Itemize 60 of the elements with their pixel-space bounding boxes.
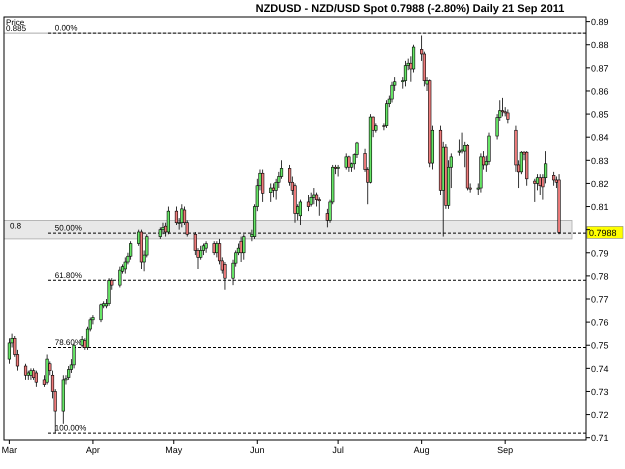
y-tick-label: 0.87 — [591, 63, 609, 74]
candlestick — [552, 171, 556, 186]
candlestick — [24, 363, 28, 380]
y-tick-label: 0.76 — [591, 318, 609, 328]
band-label: 0.8 — [10, 221, 22, 230]
annotation: 50.00% — [54, 224, 82, 233]
x-tick-label: Mar — [2, 445, 18, 455]
y-tick-label: 0.73 — [591, 386, 609, 397]
candlestick — [202, 243, 205, 256]
candlestick — [538, 174, 542, 196]
candlestick — [312, 188, 316, 205]
candlestick — [99, 303, 103, 323]
x-tick-label: Jul — [332, 445, 344, 455]
y-tick-label: 0.88 — [591, 40, 609, 50]
y-tick-label: 0.81 — [591, 202, 609, 212]
y-tick-label: 0.89 — [591, 17, 609, 28]
y-tick-label: 0.83 — [591, 156, 609, 166]
y-tick-label: 0.77 — [591, 294, 609, 304]
candlestick — [34, 370, 38, 388]
y-tick-label: 0.72 — [591, 410, 609, 420]
y-tick-label: 0.75 — [591, 340, 609, 351]
candlestick — [261, 169, 264, 202]
y-tick-label: 0.86 — [591, 86, 609, 96]
candlestick — [533, 178, 536, 202]
x-tick-label: Aug — [414, 445, 430, 455]
candlestick — [269, 183, 272, 202]
candlestick — [124, 256, 127, 274]
annotation: 100.00% — [54, 424, 86, 433]
candlestick — [174, 206, 178, 226]
candlestick — [306, 194, 310, 212]
candlestick — [344, 152, 348, 170]
x-tick-label: May — [165, 445, 183, 455]
y-tick-label: 0.74 — [591, 364, 609, 374]
y-tick-label: 0.82 — [591, 178, 609, 189]
candlestick — [204, 240, 208, 254]
text: 0.7988 — [589, 228, 617, 238]
annotation: 0.00% — [54, 24, 78, 33]
candlestick — [310, 192, 313, 207]
candlestick — [199, 245, 202, 260]
candlestick — [385, 100, 388, 128]
y-tick-label: 0.85 — [591, 110, 609, 120]
annotation: 61.80% — [54, 270, 82, 280]
y-tick-label: 0.79 — [591, 248, 609, 258]
candlestick — [8, 338, 11, 364]
y-tick-label: 0.84 — [591, 132, 609, 143]
candlestick — [318, 196, 321, 216]
x-tick-label: Sep — [497, 445, 514, 455]
candlestick — [506, 109, 510, 124]
candlestick — [390, 81, 394, 103]
chart-title: NZDUSD - NZD/USD Spot 0.7988 (-2.80%) Daily 21 Sep 2011 — [256, 3, 564, 15]
candlestick — [460, 132, 464, 154]
ref-line-label: 0.885 — [6, 24, 27, 34]
y-tick-label: 0.71 — [591, 433, 609, 444]
x-tick-label: Jun — [250, 445, 265, 455]
candlestick — [180, 204, 184, 228]
candlestick — [404, 60, 408, 87]
candlestick — [129, 240, 132, 260]
y-tick-label: 0.78 — [591, 271, 609, 282]
x-tick-label: Apr — [86, 445, 100, 455]
candlestick — [298, 199, 302, 226]
